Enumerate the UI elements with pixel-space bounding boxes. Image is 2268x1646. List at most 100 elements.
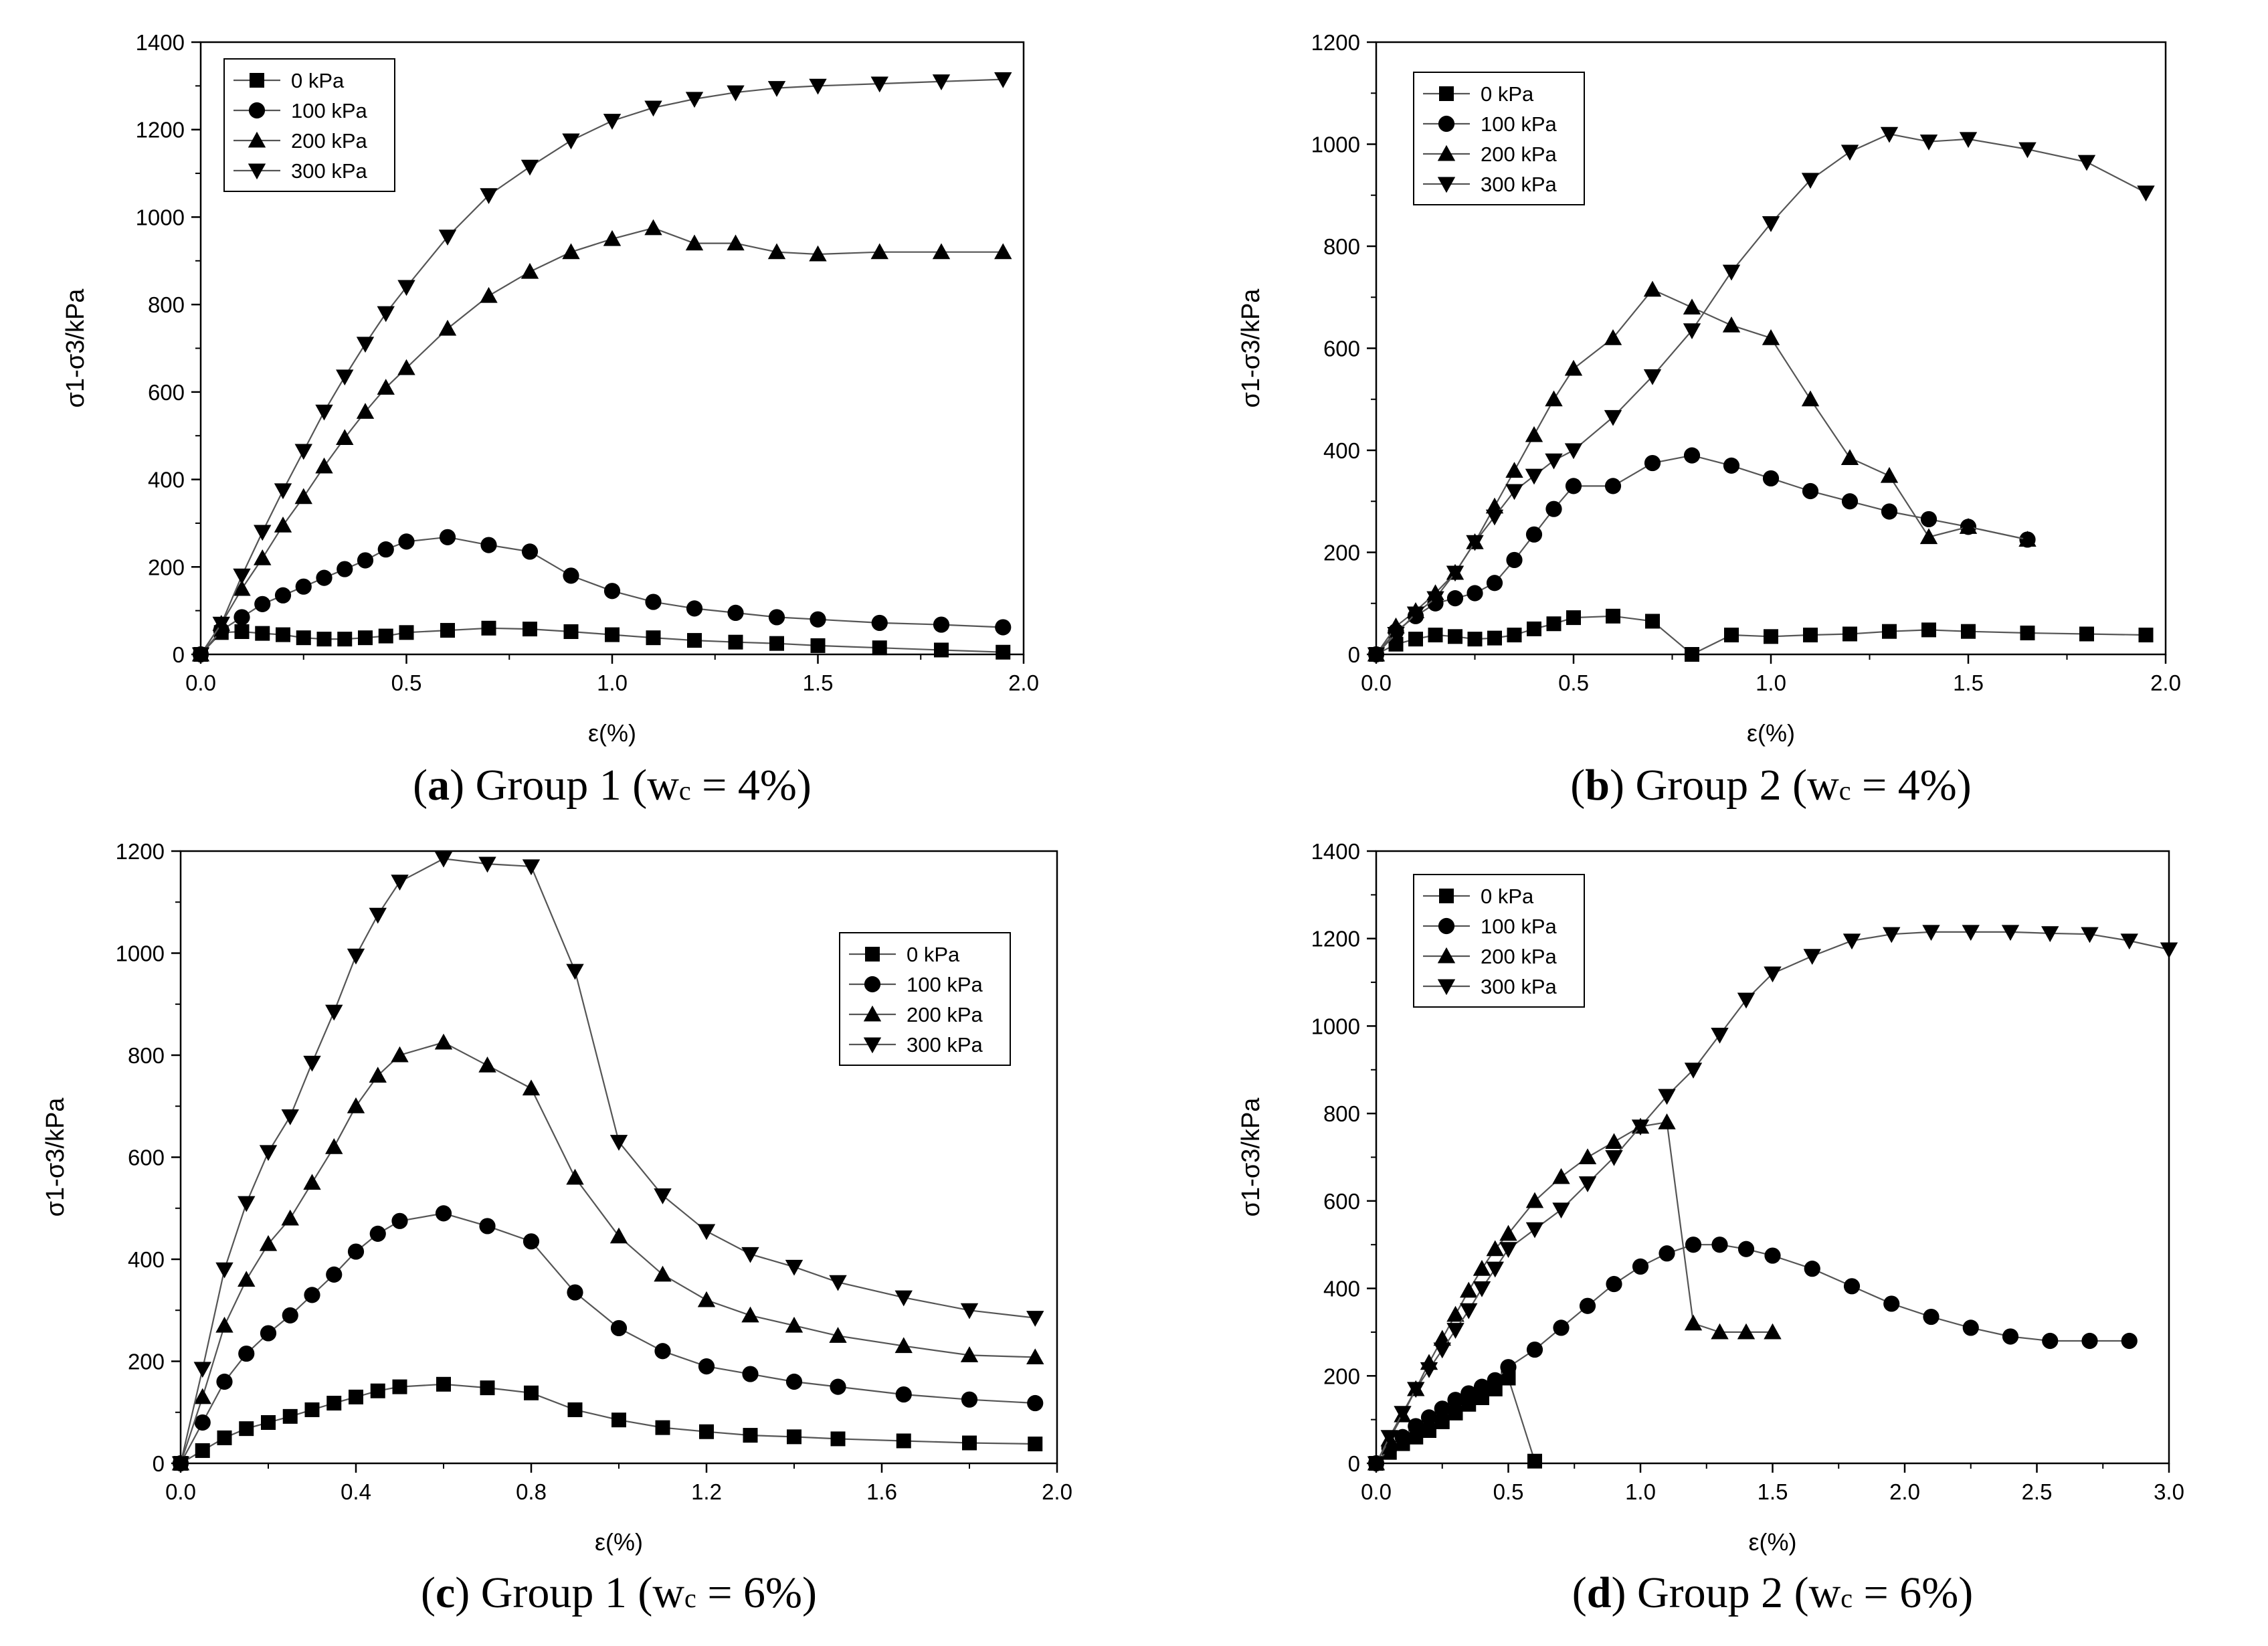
data-point <box>347 1243 365 1260</box>
data-point <box>785 1373 803 1390</box>
data-point <box>1658 1113 1676 1129</box>
y-tick-label: 200 <box>148 555 185 579</box>
data-point <box>1545 390 1563 407</box>
data-point <box>378 628 393 644</box>
y-tick-label: 800 <box>1323 234 1360 259</box>
data-point <box>193 1388 211 1404</box>
data-point <box>1026 1311 1044 1327</box>
data-point <box>654 1188 672 1204</box>
legend-marker <box>1438 917 1455 935</box>
legend-label: 300 kPa <box>291 159 368 183</box>
data-point <box>191 647 210 664</box>
data-point <box>1485 509 1504 526</box>
data-point <box>1525 426 1543 442</box>
y-tick-label: 1200 <box>1311 30 1360 55</box>
data-point <box>1426 591 1444 608</box>
data-point <box>1473 1378 1491 1395</box>
data-point <box>1566 610 1581 626</box>
data-point <box>1501 1370 1516 1386</box>
data-point <box>699 1424 714 1439</box>
data-point <box>1919 528 1938 545</box>
data-point <box>1394 1429 1411 1445</box>
data-point <box>1684 1063 1703 1079</box>
data-point <box>1880 126 1899 143</box>
data-point <box>644 219 662 236</box>
data-point <box>1552 1202 1570 1219</box>
series-100-kpa <box>192 529 1012 663</box>
series-line <box>200 227 1004 655</box>
data-point <box>1803 949 1821 966</box>
data-point <box>1428 628 1443 643</box>
data-point <box>769 636 784 651</box>
data-point <box>605 627 620 642</box>
data-point <box>397 280 415 296</box>
data-point <box>2079 626 2094 642</box>
chart-b: 0.0 0.5 1.0 1.5 2.0 0 200 400 600 800 1000 1200 ε(%)… <box>1237 30 2181 810</box>
data-point <box>1545 500 1562 517</box>
data-point <box>522 1079 541 1096</box>
series-300-kpa <box>1367 925 2178 1473</box>
data-point <box>478 1057 496 1073</box>
y-tick-label: 200 <box>128 1350 165 1374</box>
data-point <box>1422 1423 1436 1438</box>
x-tick-label: 2.0 <box>1008 670 1039 695</box>
data-point <box>1722 264 1741 281</box>
data-point <box>1684 1314 1703 1331</box>
data-point <box>1631 1119 1650 1135</box>
data-point <box>357 552 374 569</box>
data-point <box>996 644 1011 660</box>
data-point <box>171 1456 190 1473</box>
data-point <box>2018 531 2037 547</box>
x-axis-label: ε(%) <box>1747 719 1795 747</box>
x-tick-label: 1.0 <box>597 670 628 695</box>
data-point <box>217 1430 232 1445</box>
x-tick-label: 0.5 <box>1558 670 1589 695</box>
data-point <box>2121 1332 2138 1350</box>
x-tick-label: 1.5 <box>803 670 834 695</box>
y-tick-label: 400 <box>148 468 185 492</box>
data-point <box>566 1168 584 1185</box>
data-point <box>1685 1237 1702 1253</box>
legend-marker <box>1437 947 1456 964</box>
data-point <box>2137 185 2155 202</box>
data-point <box>233 568 251 585</box>
y-tick-label: 200 <box>1323 541 1360 565</box>
data-point <box>1448 1405 1463 1421</box>
data-point <box>1466 535 1484 551</box>
data-point <box>1367 647 1386 664</box>
data-point <box>347 1097 365 1113</box>
data-point <box>1408 632 1423 647</box>
data-point <box>391 875 409 891</box>
x-tick-label: 0.5 <box>1493 1479 1524 1504</box>
data-point <box>436 1376 451 1392</box>
y-axis-label: σ1-σ3/kPa <box>1237 1097 1265 1217</box>
data-point <box>610 1319 628 1337</box>
data-point <box>1467 585 1483 602</box>
data-point <box>1387 626 1405 643</box>
data-point <box>960 1303 979 1319</box>
data-point <box>212 616 230 633</box>
data-point <box>1961 624 1976 639</box>
legend-label: 200 kPa <box>291 129 368 153</box>
data-point <box>870 243 888 260</box>
data-point <box>1605 1133 1623 1150</box>
data-point <box>1367 1456 1386 1473</box>
data-point <box>1505 484 1523 500</box>
data-point <box>1388 636 1404 652</box>
legend-marker <box>250 73 264 88</box>
data-point <box>562 243 580 260</box>
data-point <box>767 243 786 260</box>
data-point <box>566 964 584 980</box>
x-tick-label: 0.8 <box>516 1479 547 1504</box>
data-point <box>567 1284 583 1301</box>
series-300-kpa <box>171 851 1044 1473</box>
data-point <box>1525 1192 1544 1208</box>
data-point <box>254 596 271 612</box>
data-point <box>276 627 290 642</box>
data-point <box>563 624 579 640</box>
figure-caption: (b) Group 2 (wc = 4%) <box>1570 761 1971 810</box>
series-200-kpa <box>191 219 1012 662</box>
data-point <box>644 100 662 117</box>
x-axis-label: ε(%) <box>1748 1528 1796 1556</box>
y-tick-label: 1000 <box>1311 132 1360 157</box>
